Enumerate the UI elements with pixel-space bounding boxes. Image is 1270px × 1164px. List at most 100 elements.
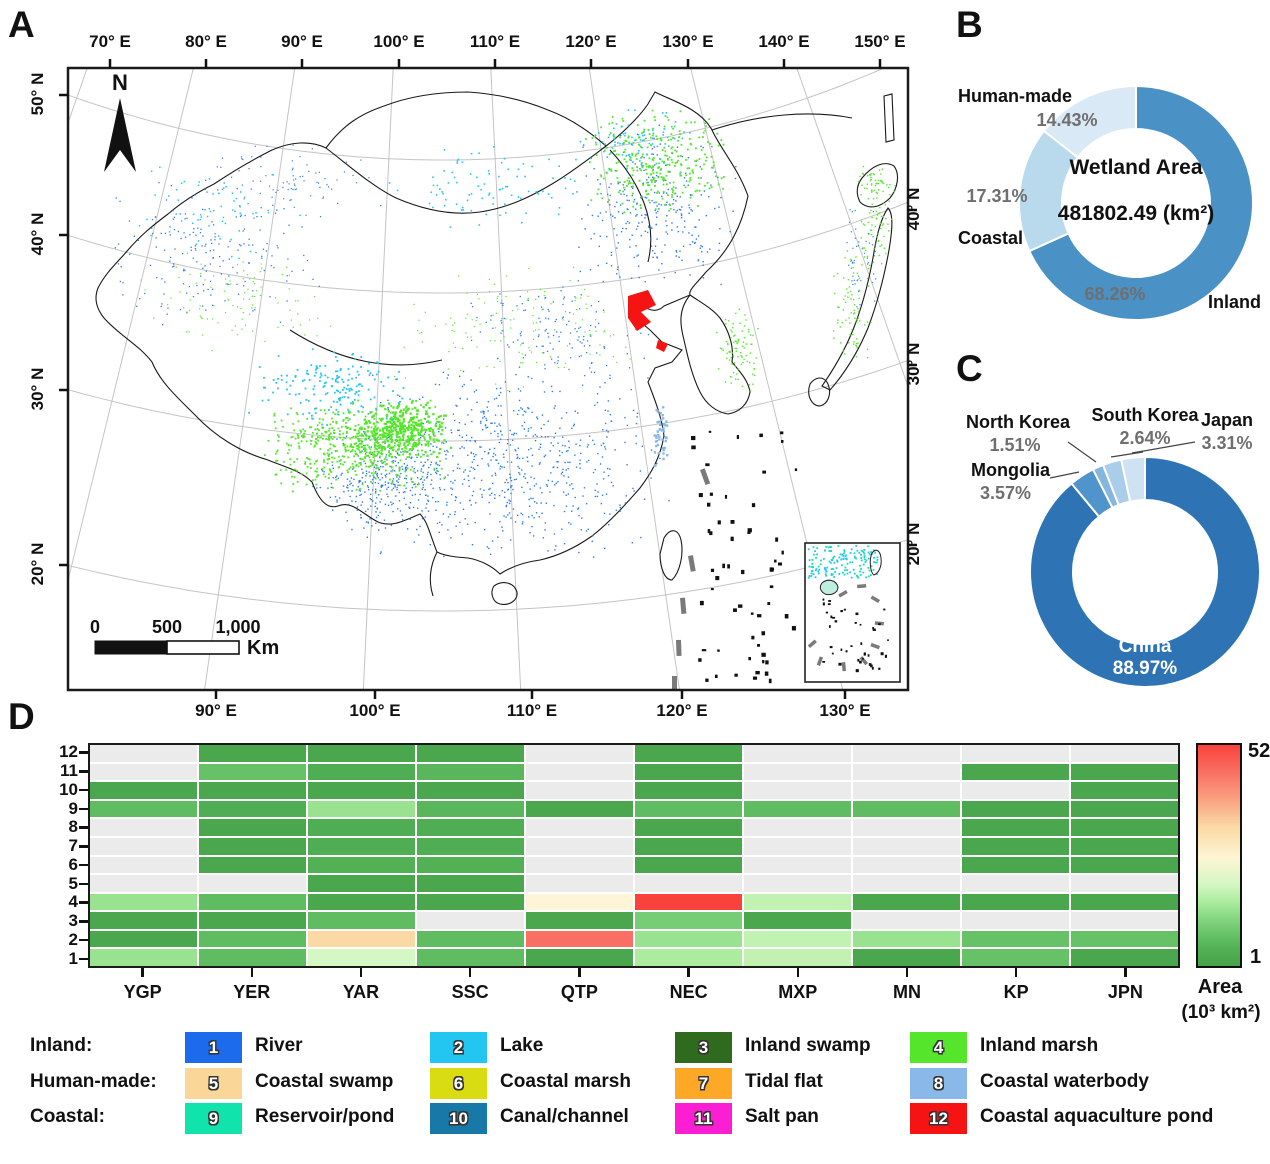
wetland-speckle xyxy=(516,305,518,307)
wetland-speckle xyxy=(470,379,472,381)
wetland-speckle xyxy=(247,203,249,205)
wetland-speckle xyxy=(379,456,381,459)
heatmap-cell-class5-YAR xyxy=(308,875,415,892)
wetland-speckle xyxy=(662,427,665,430)
inset-wetland-speckle xyxy=(807,576,810,579)
wetland-speckle xyxy=(368,362,370,365)
wetland-speckle xyxy=(624,139,627,142)
wetland-speckle xyxy=(188,331,190,333)
wetland-speckle xyxy=(657,176,660,179)
wetland-speckle xyxy=(289,309,291,311)
wetland-speckle xyxy=(418,433,422,436)
wetland-speckle xyxy=(276,434,279,437)
wetland-speckle xyxy=(601,197,604,200)
map-left-axis-label: 20° N xyxy=(28,542,47,586)
wetland-speckle xyxy=(379,437,382,440)
wetland-speckle xyxy=(641,221,643,223)
legend-swatch-coastal-swamp: 5 xyxy=(185,1068,242,1099)
wetland-speckle xyxy=(651,199,653,202)
wetland-speckle xyxy=(172,209,174,212)
wetland-speckle xyxy=(656,257,658,259)
wetland-speckle xyxy=(401,465,403,468)
wetland-speckle xyxy=(732,323,734,325)
wetland-speckle xyxy=(524,477,527,479)
wetland-speckle xyxy=(471,461,474,463)
wetland-speckle xyxy=(567,476,570,478)
wetland-speckle xyxy=(388,443,391,446)
wetland-speckle xyxy=(413,468,415,470)
wetland-speckle xyxy=(330,482,333,485)
wetland-speckle xyxy=(596,393,599,395)
wetland-speckle xyxy=(681,259,683,261)
slice-pct-coastal: 17.31% xyxy=(966,186,1028,206)
wetland-speckle xyxy=(491,422,493,424)
wetland-speckle xyxy=(309,439,312,442)
wetland-speckle xyxy=(844,295,846,297)
map-top-axis-label: 140° E xyxy=(758,32,810,51)
wetland-speckle xyxy=(236,272,238,274)
wetland-speckle xyxy=(445,441,447,443)
wetland-speckle xyxy=(672,181,675,184)
wetland-speckle xyxy=(291,435,294,438)
inset-wetland-speckle xyxy=(859,574,862,576)
wetland-speckle xyxy=(374,492,377,494)
wetland-speckle xyxy=(722,187,724,190)
wetland-speckle xyxy=(183,268,185,270)
wetland-speckle xyxy=(470,409,473,411)
wetland-speckle xyxy=(320,372,322,375)
donut-slice-inland xyxy=(1028,84,1254,321)
wetland-speckle xyxy=(472,453,475,455)
wetland-speckle xyxy=(427,471,429,474)
wetland-speckle xyxy=(172,218,174,220)
wetland-speckle xyxy=(322,426,325,429)
wetland-speckle xyxy=(575,309,578,311)
wetland-speckle xyxy=(737,356,739,358)
wetland-speckle xyxy=(351,448,354,451)
wetland-speckle xyxy=(742,341,745,343)
wetland-speckle xyxy=(327,186,330,188)
wetland-speckle xyxy=(358,446,360,449)
wetland-speckle xyxy=(718,242,721,245)
wetland-speckle xyxy=(405,447,408,450)
wetland-speckle xyxy=(439,489,441,491)
wetland-speckle xyxy=(522,362,524,364)
wetland-speckle xyxy=(543,291,546,293)
wetland-speckle xyxy=(662,131,665,133)
wetland-speckle xyxy=(363,445,365,447)
heatmap-row-tick xyxy=(79,751,88,754)
wetland-speckle xyxy=(375,440,379,444)
wetland-speckle xyxy=(868,264,871,267)
wetland-speckle xyxy=(297,420,300,423)
wetland-speckle xyxy=(602,478,605,480)
wetland-speckle xyxy=(675,150,678,153)
wetland-speckle xyxy=(194,249,197,251)
wetland-speckle xyxy=(429,464,432,466)
wetland-speckle xyxy=(476,293,478,296)
island-speck xyxy=(709,531,713,536)
wetland-speckle xyxy=(743,358,745,361)
wetland-speckle xyxy=(544,330,546,332)
wetland-speckle xyxy=(844,301,847,304)
wetland-speckle xyxy=(729,350,731,352)
island-speck xyxy=(691,436,696,441)
wetland-speckle xyxy=(367,369,369,372)
wetland-speckle xyxy=(671,229,673,231)
wetland-speckle xyxy=(851,293,853,296)
inset-wetland-speckle xyxy=(860,568,862,570)
wetland-speckle xyxy=(877,189,880,191)
island-speck xyxy=(714,674,718,679)
heatmap-cell-class6-SSC xyxy=(417,856,524,874)
island-speck xyxy=(768,678,772,684)
wetland-speckle xyxy=(532,314,534,317)
wetland-speckle xyxy=(620,231,623,233)
wetland-speckle xyxy=(469,440,471,442)
wetland-speckle xyxy=(479,331,482,333)
wetland-speckle xyxy=(396,394,399,397)
wetland-speckle xyxy=(375,429,378,432)
wetland-speckle xyxy=(505,449,508,451)
wetland-speckle xyxy=(292,174,295,177)
wetland-speckle xyxy=(214,232,216,235)
wetland-speckle xyxy=(410,478,412,481)
wetland-speckle xyxy=(348,467,351,470)
wetland-speckle xyxy=(731,363,733,365)
